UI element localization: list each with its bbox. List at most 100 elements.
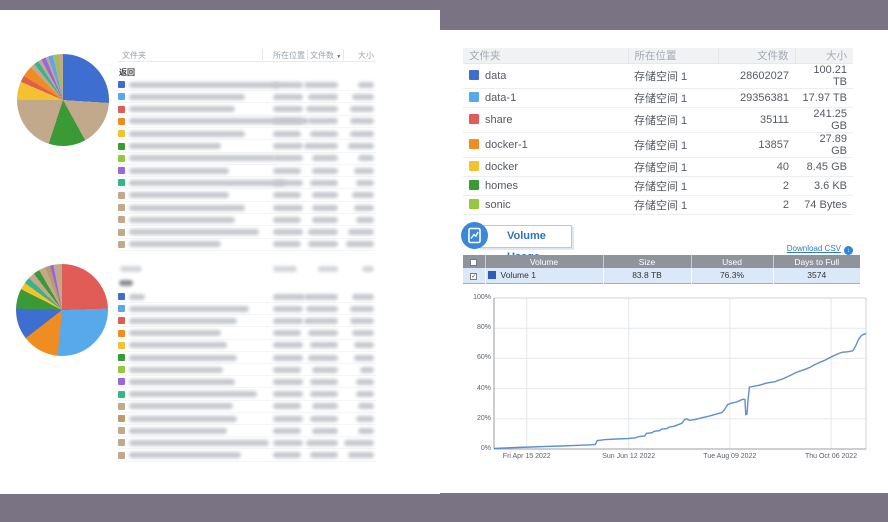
redacted-location — [273, 293, 305, 300]
redacted-folder-row[interactable] — [118, 116, 376, 128]
redacted-count — [308, 118, 338, 125]
redacted-folder-row[interactable] — [118, 91, 376, 104]
redacted-folder-row[interactable] — [118, 177, 376, 190]
folder-row-data-1[interactable]: data-1 存储空间 1 29356381 17.97 TB — [463, 88, 853, 108]
redacted-folder-row[interactable] — [118, 413, 376, 425]
select-all-cell — [463, 255, 485, 268]
redacted-location — [273, 342, 303, 349]
redacted-count — [312, 204, 338, 211]
redacted-folder-name — [129, 106, 235, 113]
redacted-folder-row[interactable] — [118, 153, 376, 165]
volume-row[interactable]: ✓ Volume 1 83.8 TB 76.3% 3574 — [463, 268, 860, 283]
redacted-location — [273, 204, 303, 211]
redacted-size — [356, 179, 374, 186]
folder-color-swatch — [118, 451, 125, 459]
redacted-folder-row[interactable] — [118, 315, 376, 328]
volume-checkbox[interactable]: ✓ — [470, 272, 478, 280]
folder-count-cell: 13857 — [718, 132, 795, 158]
select-all-checkbox[interactable] — [470, 258, 478, 266]
column-header-used[interactable]: Used — [690, 255, 773, 268]
folder-row-docker-1[interactable]: docker-1 存储空间 1 13857 27.89 GB — [463, 132, 853, 158]
column-header-size[interactable]: 大小 — [358, 51, 374, 60]
redacted-folder-row[interactable] — [118, 202, 376, 214]
redacted-size — [356, 415, 374, 422]
redacted-folder-name — [129, 155, 275, 162]
redacted-size — [358, 427, 374, 434]
folder-row-share[interactable]: share 存储空间 1 35111 241.25 GB — [463, 107, 853, 133]
redacted-location — [273, 192, 301, 199]
redacted-size — [356, 378, 374, 385]
redacted-count — [308, 330, 338, 337]
redacted-folder-row[interactable] — [118, 104, 376, 116]
redacted-location — [273, 330, 301, 337]
redacted-folder-row[interactable] — [118, 79, 376, 91]
redacted-folder-row[interactable] — [118, 239, 376, 251]
redacted-size — [356, 391, 374, 398]
column-header-size[interactable]: Size — [602, 255, 691, 268]
download-csv-link[interactable]: Download CSV — [786, 244, 841, 253]
folder-size-cell: 241.25 GB — [795, 107, 853, 133]
redacted-folder-row[interactable] — [118, 389, 376, 401]
folder-name-cell: docker-1 — [463, 132, 628, 158]
redacted-folder-name — [129, 378, 235, 385]
folder-row-docker[interactable]: docker 存储空间 1 40 8.45 GB — [463, 157, 853, 177]
redacted-folder-name — [129, 81, 279, 88]
redacted-size — [356, 216, 374, 223]
column-header-folder[interactable]: 文件夹 — [463, 48, 628, 64]
x-axis-tick-label: Thu Oct 06 2022 — [804, 453, 858, 460]
redacted-header-location — [273, 265, 297, 272]
redacted-folder-name — [129, 317, 237, 324]
redacted-folder-row[interactable] — [118, 227, 376, 239]
storage-analyzer-left-panel: 文件夹 所在位置 文件数 ▼ 大小 返回 — [0, 10, 440, 494]
redacted-location — [273, 143, 303, 149]
column-header-count[interactable]: 文件数 — [717, 48, 795, 64]
redacted-folder-row[interactable] — [118, 425, 376, 438]
y-axis-tick-label: 80% — [476, 324, 491, 332]
download-icon[interactable]: ↓ — [844, 246, 853, 255]
folder-name-cell: homes — [463, 176, 628, 196]
redacted-folder-row[interactable] — [118, 364, 376, 377]
folder-color-swatch — [118, 81, 125, 88]
redacted-folder-row[interactable] — [118, 352, 376, 364]
folder-table-header-row: 文件夹 所在位置 文件数 大小 — [463, 48, 853, 64]
column-header-location[interactable]: 所在位置 — [627, 48, 718, 64]
redacted-count — [310, 452, 338, 459]
volume-usage-tab[interactable]: Volume Usage — [478, 225, 572, 263]
redacted-folder-row[interactable] — [118, 128, 376, 141]
redacted-location — [273, 378, 303, 385]
header-separator — [307, 49, 308, 60]
folder-row-homes[interactable]: homes 存储空间 1 2 3.6 KB — [463, 176, 853, 196]
column-header-count[interactable]: 文件数 ▼ — [310, 51, 342, 60]
folder-count-cell: 35111 — [718, 107, 795, 133]
redacted-folder-row[interactable] — [118, 303, 376, 316]
redacted-header-folder — [120, 265, 142, 272]
redacted-folder-row[interactable] — [118, 165, 376, 178]
column-header-volume[interactable]: Volume — [484, 255, 603, 268]
back-link[interactable]: 返回 — [119, 68, 135, 77]
column-header-location[interactable]: 所在位置 — [273, 51, 305, 60]
redacted-folder-row[interactable] — [118, 450, 376, 462]
redacted-folder-row[interactable] — [118, 340, 376, 352]
redacted-folder-row[interactable] — [118, 376, 376, 389]
volume-table: Volume Size Used Days to Full ✓ Volume 1… — [463, 255, 860, 284]
redacted-folder-row[interactable] — [118, 190, 376, 202]
folder-color-swatch — [118, 191, 125, 199]
redacted-back-link[interactable] — [118, 277, 376, 289]
redacted-folder-row[interactable] — [118, 437, 376, 450]
redacted-folder-row[interactable] — [118, 401, 376, 413]
redacted-folder-row[interactable] — [118, 328, 376, 340]
redacted-folder-row[interactable] — [118, 141, 376, 153]
folder-location-cell: 存储空间 1 — [628, 88, 718, 108]
folder-row-data[interactable]: data 存储空间 1 28602027 100.21 TB — [463, 63, 853, 89]
redacted-folder-row[interactable] — [118, 291, 376, 303]
chart-document-glyph — [468, 227, 481, 244]
column-header-days-to-full[interactable]: Days to Full — [772, 255, 860, 268]
column-header-folder[interactable]: 文件夹 — [122, 51, 146, 60]
redacted-size — [348, 143, 374, 149]
redacted-back-bar — [119, 279, 133, 286]
redacted-size — [354, 342, 374, 349]
folder-row-sonic[interactable]: sonic 存储空间 1 2 74 Bytes — [463, 195, 853, 215]
column-header-size[interactable]: 大小 — [794, 48, 853, 64]
redacted-folder-name — [129, 293, 145, 300]
redacted-folder-row[interactable] — [118, 214, 376, 227]
